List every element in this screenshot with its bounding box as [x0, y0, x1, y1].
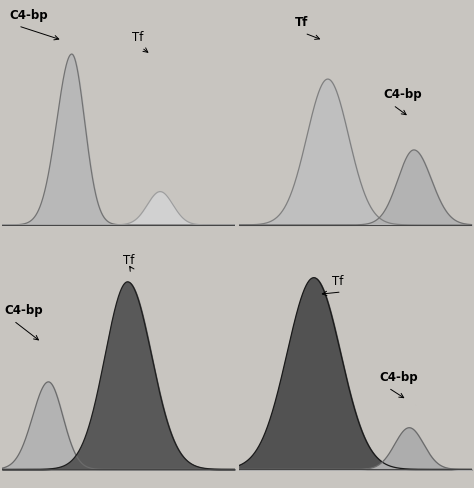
Text: Tf: Tf: [332, 275, 344, 288]
Text: Tf: Tf: [123, 254, 134, 266]
Text: C4-bp: C4-bp: [379, 371, 418, 384]
Text: Tf: Tf: [295, 16, 309, 29]
Text: C4-bp: C4-bp: [9, 9, 47, 22]
Text: C4-bp: C4-bp: [4, 304, 43, 317]
Text: Tf: Tf: [132, 31, 144, 44]
Text: C4-bp: C4-bp: [383, 88, 422, 101]
